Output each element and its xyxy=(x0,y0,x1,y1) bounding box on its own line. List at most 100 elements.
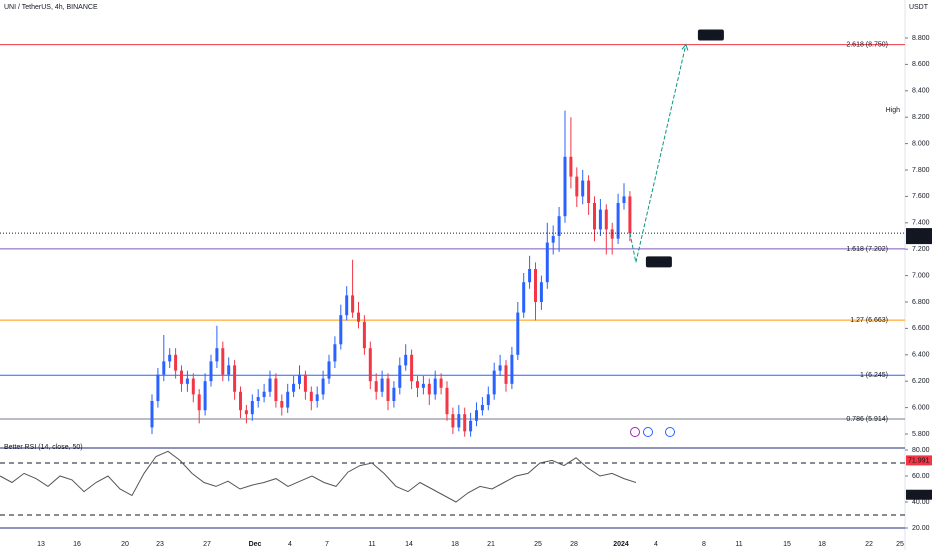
candle-body xyxy=(593,203,596,230)
y-tick-label: 6.600 xyxy=(912,325,930,332)
candle-body xyxy=(510,354,514,384)
y-tick-label: 6.400 xyxy=(912,352,930,359)
candle-body xyxy=(557,216,561,236)
candle-body xyxy=(315,394,319,401)
candle-body xyxy=(392,387,396,401)
candle-body xyxy=(386,378,390,401)
candle-body xyxy=(380,378,384,392)
candle-body xyxy=(534,269,537,302)
currency: USDT xyxy=(909,4,929,11)
rsi-tick-label: 40.00 xyxy=(912,499,930,506)
candle-body xyxy=(280,401,284,408)
rsi-title: Better RSI (14, close, 50) xyxy=(4,444,83,451)
candle-body xyxy=(616,203,620,239)
candle-body xyxy=(374,381,378,392)
candle-body xyxy=(351,295,355,313)
x-tick-label: 18 xyxy=(451,541,459,548)
candle-body xyxy=(575,176,579,197)
candle-body xyxy=(168,354,172,362)
candle-body xyxy=(492,370,496,395)
projection-label-box xyxy=(645,256,672,268)
candle-body xyxy=(480,404,484,411)
candle-body xyxy=(516,312,520,355)
candle-body xyxy=(486,394,490,405)
candle-body xyxy=(345,295,349,316)
candle-body xyxy=(398,365,402,388)
arrow-head xyxy=(681,43,689,51)
y-tick-label: 8.800 xyxy=(912,35,930,42)
candle-body xyxy=(569,156,573,177)
candle-body xyxy=(309,391,313,401)
candle-body xyxy=(150,401,154,428)
candle-body xyxy=(274,378,278,401)
x-tick-label: 8 xyxy=(702,541,706,548)
candle-body xyxy=(368,348,372,382)
x-tick-label: 15 xyxy=(783,541,791,548)
high-label: High xyxy=(886,107,901,114)
candle-body xyxy=(439,378,443,388)
candle-body xyxy=(528,269,532,283)
candle-body xyxy=(604,209,608,230)
candle-body xyxy=(333,344,337,362)
candle-body xyxy=(598,209,602,230)
candle-body xyxy=(457,414,461,428)
x-tick-label: 27 xyxy=(203,541,211,548)
candle-body xyxy=(156,374,160,401)
rsi-line xyxy=(0,450,637,503)
candle-body xyxy=(239,391,242,411)
candle-body xyxy=(563,156,567,217)
candle-body xyxy=(498,365,502,371)
candle-body xyxy=(475,410,478,421)
y-tick-label: 6.200 xyxy=(912,378,930,385)
candle-body xyxy=(286,391,290,408)
rsi-marker: 45.592 xyxy=(908,492,930,499)
x-tick-label: Dec xyxy=(249,541,262,548)
projection-path xyxy=(629,44,687,263)
candle-body xyxy=(539,282,543,302)
current-price-box xyxy=(906,228,932,245)
candle-body xyxy=(357,312,360,322)
x-tick-label: 2024 xyxy=(613,541,629,548)
x-tick-label: 4 xyxy=(288,541,292,548)
x-tick-label: 25 xyxy=(534,541,542,548)
rsi-tick-label: 80.00 xyxy=(912,447,930,454)
candle-body xyxy=(262,391,266,398)
candle-body xyxy=(233,365,237,392)
projection-label: 7.100 xyxy=(650,259,668,266)
candle-body xyxy=(174,354,178,371)
candle-body xyxy=(191,378,195,395)
y-tick-label: 8.600 xyxy=(912,61,930,68)
y-tick-label: 7.600 xyxy=(912,193,930,200)
candle-body xyxy=(250,401,254,415)
candle-body xyxy=(221,348,225,375)
candle-body xyxy=(292,383,296,392)
candle-body xyxy=(469,420,473,432)
y-tick-label: 7.800 xyxy=(912,167,930,174)
candle-body xyxy=(421,383,425,388)
candle-body xyxy=(551,236,555,243)
projection-label: 8.751 xyxy=(702,32,720,39)
candle-body xyxy=(522,282,526,313)
current-price: 7.322 xyxy=(912,229,930,236)
candle-body xyxy=(162,361,166,375)
x-tick-label: 23 xyxy=(156,541,164,548)
x-tick-label: 11 xyxy=(735,541,742,548)
countdown: 24:00 xyxy=(912,237,930,244)
candle-body xyxy=(227,365,231,375)
candle-body xyxy=(339,315,343,345)
x-tick-label: 16 xyxy=(73,541,81,548)
fib-label: 1 (6.245) xyxy=(860,372,888,379)
rsi-marker-box xyxy=(906,455,932,466)
candle-body xyxy=(298,374,301,384)
x-tick-label: 14 xyxy=(405,541,413,548)
y-tick-label: 8.200 xyxy=(912,114,930,121)
candle-body xyxy=(504,365,508,384)
candle-body xyxy=(256,397,260,401)
candle-body xyxy=(427,383,431,395)
candle-body xyxy=(581,180,585,197)
candle-body xyxy=(451,414,455,428)
candle-body xyxy=(404,354,408,366)
candle-body xyxy=(303,374,307,392)
candle-body xyxy=(445,387,449,415)
